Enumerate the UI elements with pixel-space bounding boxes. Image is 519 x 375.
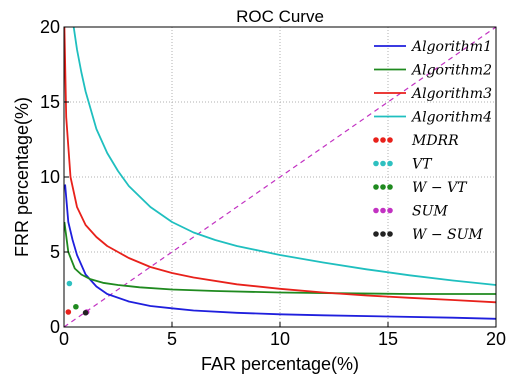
legend-label: Algorithm3	[410, 86, 492, 102]
legend-swatch-dot	[387, 137, 393, 143]
legend-swatch-dot	[387, 184, 393, 190]
legend-swatch-dot	[380, 207, 386, 214]
legend-label: VT	[412, 157, 433, 173]
legend-swatch-dot	[380, 137, 386, 143]
point-w-vt	[73, 303, 79, 310]
legend: Algorithm1 Algorithm2 Algorithm3 Algorithm4…	[373, 39, 492, 243]
legend-swatch-dot	[387, 160, 393, 167]
legend-label: W − VT	[412, 180, 468, 196]
point-w-sum	[82, 309, 89, 316]
series-line-algorithm1	[64, 184, 497, 320]
x-tick-label: 10	[270, 329, 290, 349]
y-tick-label: 5	[50, 242, 60, 262]
diagonal-reference	[63, 26, 497, 328]
x-axis-label: FAR percentage(%)	[201, 354, 359, 374]
legend-swatch-dot	[387, 231, 393, 237]
x-tick-label: 5	[167, 329, 177, 349]
legend-label: Algorithm4	[410, 110, 492, 126]
y-tick-label: 10	[40, 167, 60, 187]
series-lines	[63, 26, 497, 320]
series-line-algorithm4	[72, 26, 497, 286]
legend-swatch-dot	[373, 160, 379, 167]
point-vt	[66, 280, 73, 287]
legend-label: SUM	[412, 204, 448, 220]
legend-swatch-dot	[380, 160, 386, 167]
legend-swatch-dot	[373, 184, 379, 190]
legend-swatch-dot	[380, 184, 386, 190]
series-line-algorithm3	[63, 26, 497, 304]
legend-swatch-dot	[373, 231, 379, 237]
x-tick-label: 15	[378, 329, 398, 349]
y-tick-label: 15	[40, 92, 60, 112]
legend-label: W − SUM	[412, 227, 483, 243]
chart-title: ROC Curve	[236, 7, 324, 26]
y-axis-label: FRR percentage(%)	[12, 97, 32, 257]
legend-swatch-dot	[373, 137, 379, 143]
legend-label: MDRR	[411, 133, 459, 149]
legend-swatch-dot	[380, 231, 386, 237]
y-tick-label: 0	[50, 317, 60, 337]
x-tick-label: 20	[486, 329, 506, 349]
y-tick-label: 20	[40, 17, 60, 37]
legend-label: Algorithm1	[410, 39, 492, 55]
axis-ticks: 0 5 10 15 20 0 5 10 15 20	[40, 17, 506, 349]
legend-label: Algorithm2	[410, 63, 492, 79]
legend-swatch-dot	[387, 207, 393, 214]
legend-swatch-dot	[373, 207, 379, 214]
diagonal-line	[63, 26, 497, 328]
x-tick-label: 0	[59, 329, 69, 349]
operating-points	[65, 280, 90, 316]
point-mdrr	[65, 309, 72, 315]
